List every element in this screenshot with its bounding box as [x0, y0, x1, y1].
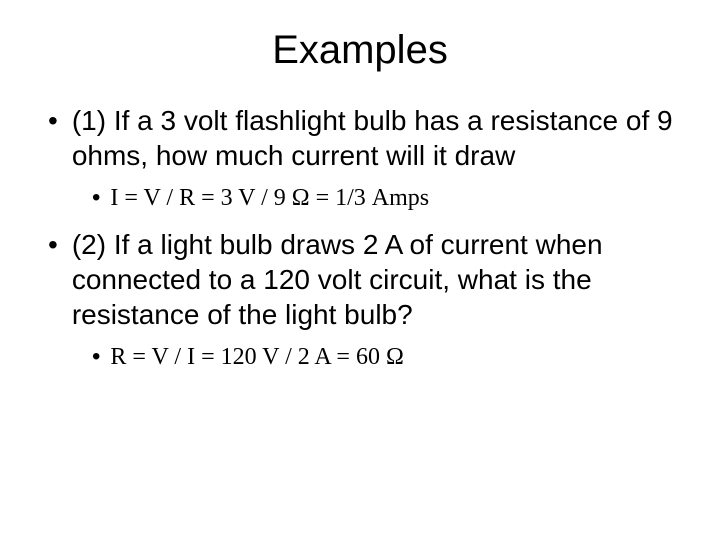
- item-text: I = V / R = 3 V / 9 Ω = 1/3 Amps: [110, 183, 429, 213]
- list-item: • I = V / R = 3 V / 9 Ω = 1/3 Amps: [30, 183, 690, 213]
- list-item: • (2) If a light bulb draws 2 A of curre…: [30, 227, 690, 332]
- item-text: (1) If a 3 volt flashlight bulb has a re…: [72, 103, 690, 173]
- item-text: R = V / I = 120 V / 2 A = 60 Ω: [110, 342, 403, 372]
- page-title: Examples: [30, 28, 690, 73]
- bullet-icon: •: [92, 183, 100, 213]
- bullet-icon: •: [92, 342, 100, 372]
- bullet-icon: •: [48, 103, 58, 173]
- item-text: (2) If a light bulb draws 2 A of current…: [72, 227, 690, 332]
- list-item: • (1) If a 3 volt flashlight bulb has a …: [30, 103, 690, 173]
- list-item: • R = V / I = 120 V / 2 A = 60 Ω: [30, 342, 690, 372]
- bullet-icon: •: [48, 227, 58, 332]
